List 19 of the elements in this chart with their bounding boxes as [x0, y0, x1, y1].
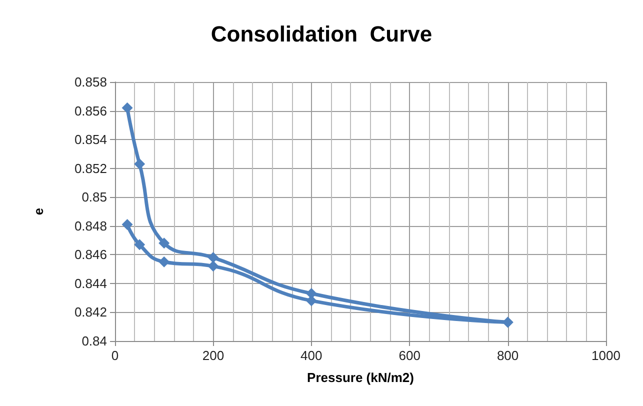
x-tick-label: 0 — [111, 348, 119, 363]
x-tick-label: 800 — [496, 348, 519, 363]
y-tick-label: 0.85 — [82, 190, 107, 205]
y-tick-label: 0.846 — [74, 247, 107, 262]
y-tick-label: 0.856 — [74, 103, 107, 118]
x-tick-label: 200 — [202, 348, 224, 363]
y-tick-label: 0.848 — [74, 218, 107, 234]
x-tick-label: 600 — [398, 348, 420, 363]
x-axis-title: Pressure (kN/m2) — [307, 370, 414, 385]
y-tick-label: 0.842 — [74, 304, 107, 320]
y-tick-label: 0.854 — [74, 132, 107, 148]
y-tick-label: 0.852 — [74, 160, 107, 176]
y-axis-title: e — [31, 208, 46, 216]
x-tick-label: 400 — [300, 348, 322, 363]
y-tick-label: 0.844 — [74, 276, 107, 291]
chart-title: Consolidation Curve — [210, 22, 432, 46]
y-tick-label: 0.84 — [82, 334, 107, 348]
y-tick-label: 0.858 — [74, 74, 107, 90]
x-tick-label: 1000 — [592, 348, 620, 363]
